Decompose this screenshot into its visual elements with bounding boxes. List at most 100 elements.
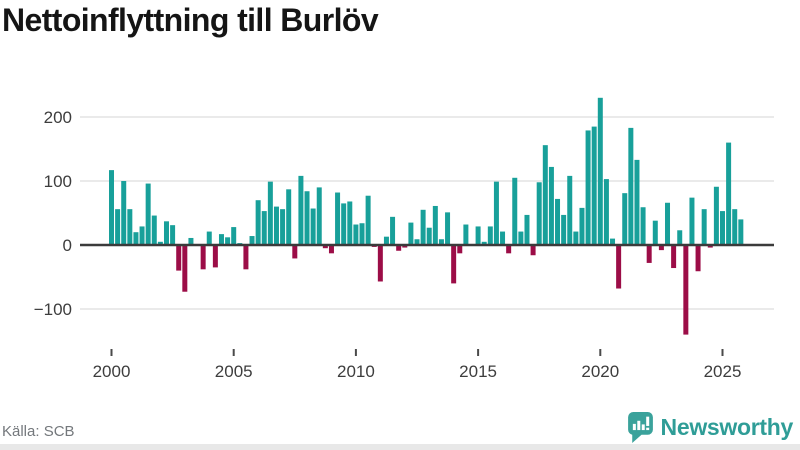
bar-2021Q1 — [622, 193, 628, 245]
source-label: Källa: SCB — [2, 423, 75, 440]
bar-2005Q1 — [231, 227, 237, 245]
bar-2000Q3 — [121, 181, 127, 245]
y-axis-tick-label: −100 — [34, 300, 72, 319]
bar-2004Q2 — [212, 245, 218, 268]
mini-bar-chart-glyph — [632, 416, 649, 431]
bar-2003Q2 — [188, 237, 194, 245]
bar-2000Q4 — [127, 209, 133, 245]
bar-2009Q3 — [341, 203, 347, 245]
bar-2001Q2 — [139, 226, 145, 245]
bar-2012Q3 — [414, 239, 420, 245]
bar-2015Q3 — [487, 226, 493, 245]
bar-2016Q1 — [500, 231, 506, 245]
bar-2020Q4 — [616, 245, 622, 289]
bar-2019Q3 — [585, 130, 591, 245]
bar-2007Q4 — [298, 175, 304, 245]
bar-2019Q4 — [591, 126, 597, 245]
bar-2004Q1 — [206, 231, 212, 245]
bar-2025Q4 — [738, 219, 744, 245]
x-axis-tick-label: 2025 — [704, 362, 742, 381]
bar-2024Q2 — [701, 209, 707, 245]
bar-2001Q3 — [145, 183, 151, 245]
bar-2013Q3 — [438, 239, 444, 245]
y-axis-tick-label: 200 — [44, 108, 72, 127]
bar-2023Q4 — [689, 197, 695, 245]
bar-2008Q3 — [316, 187, 322, 245]
bar-2015Q1 — [475, 226, 481, 245]
bar-2014Q3 — [463, 224, 469, 245]
bar-2021Q3 — [634, 159, 640, 245]
bar-2002Q1 — [157, 241, 163, 245]
bar-2006Q3 — [267, 181, 273, 245]
x-axis-tick-label: 2000 — [93, 362, 131, 381]
bar-2018Q3 — [561, 214, 567, 245]
y-axis-tick-label: 100 — [44, 172, 72, 191]
bar-2009Q1 — [328, 245, 334, 254]
bar-2016Q2 — [506, 245, 512, 254]
bar-2019Q2 — [579, 207, 585, 245]
footer-strip — [0, 444, 800, 450]
bar-2017Q1 — [524, 214, 530, 245]
bar-2020Q2 — [603, 179, 609, 245]
bar-2022Q3 — [658, 245, 664, 251]
bar-2005Q3 — [243, 245, 249, 270]
bar-2013Q2 — [432, 205, 438, 245]
bar-2023Q3 — [683, 245, 689, 335]
bar-2012Q1 — [402, 245, 408, 248]
x-axis-tick-label: 2010 — [337, 362, 375, 381]
bar-2019Q1 — [573, 231, 579, 245]
bar-2001Q4 — [151, 215, 157, 245]
bar-2007Q1 — [280, 209, 286, 245]
bar-2017Q3 — [536, 182, 542, 245]
bar-2025Q2 — [726, 142, 732, 245]
bar-2011Q3 — [390, 216, 396, 245]
bar-2001Q1 — [133, 232, 139, 245]
bar-2020Q3 — [610, 238, 616, 245]
bar-2007Q2 — [286, 189, 292, 245]
bar-2006Q4 — [273, 206, 279, 245]
bar-2022Q4 — [665, 202, 671, 245]
newsworthy-logo: Newsworthy — [627, 412, 793, 443]
bar-2023Q2 — [677, 230, 683, 245]
bar-2017Q2 — [530, 245, 536, 256]
bar-2003Q1 — [182, 245, 188, 292]
bar-2021Q2 — [628, 127, 634, 245]
chart-title: Nettoinflyttning till Burlöv — [2, 2, 379, 38]
bar-2012Q4 — [420, 209, 426, 245]
bar-2005Q4 — [249, 236, 255, 245]
bar-2002Q3 — [170, 225, 176, 245]
bar-2006Q1 — [255, 200, 261, 245]
bar-2015Q2 — [481, 241, 487, 245]
bar-2006Q2 — [261, 211, 267, 245]
bar-2025Q1 — [720, 211, 725, 245]
bar-2013Q1 — [426, 227, 432, 245]
bar-2014Q1 — [451, 245, 457, 284]
bar-2008Q2 — [310, 208, 316, 245]
bar-2022Q2 — [652, 220, 658, 245]
bar-2000Q2 — [115, 209, 121, 245]
bar-2024Q1 — [695, 245, 701, 272]
bar-2025Q3 — [732, 209, 738, 245]
bar-2002Q4 — [176, 245, 182, 271]
bar-2011Q4 — [396, 245, 402, 251]
bar-2011Q2 — [383, 236, 389, 245]
bar-2018Q2 — [555, 198, 561, 245]
bar-2010Q2 — [359, 223, 365, 245]
bar-2000Q1 — [109, 170, 114, 245]
bar-2004Q4 — [225, 237, 231, 245]
bar-2018Q4 — [567, 175, 573, 245]
bar-2009Q2 — [335, 192, 341, 245]
bar-2002Q2 — [163, 221, 169, 245]
speech-bubble-shape — [627, 412, 653, 443]
bar-2011Q1 — [377, 245, 383, 282]
bar-2020Q1 — [597, 97, 603, 245]
bar-2018Q1 — [548, 166, 554, 245]
bar-2009Q4 — [347, 201, 353, 245]
x-axis-tick-label: 2020 — [581, 362, 619, 381]
bar-2017Q4 — [542, 145, 548, 245]
bar-2023Q1 — [671, 245, 677, 269]
bar-2010Q3 — [365, 195, 371, 245]
bar-2024Q3 — [707, 245, 713, 248]
bar-chart: 200 100 0 −100 2000 2005 2010 2015 2020 2025 — [34, 97, 774, 381]
bar-2012Q2 — [408, 222, 414, 245]
